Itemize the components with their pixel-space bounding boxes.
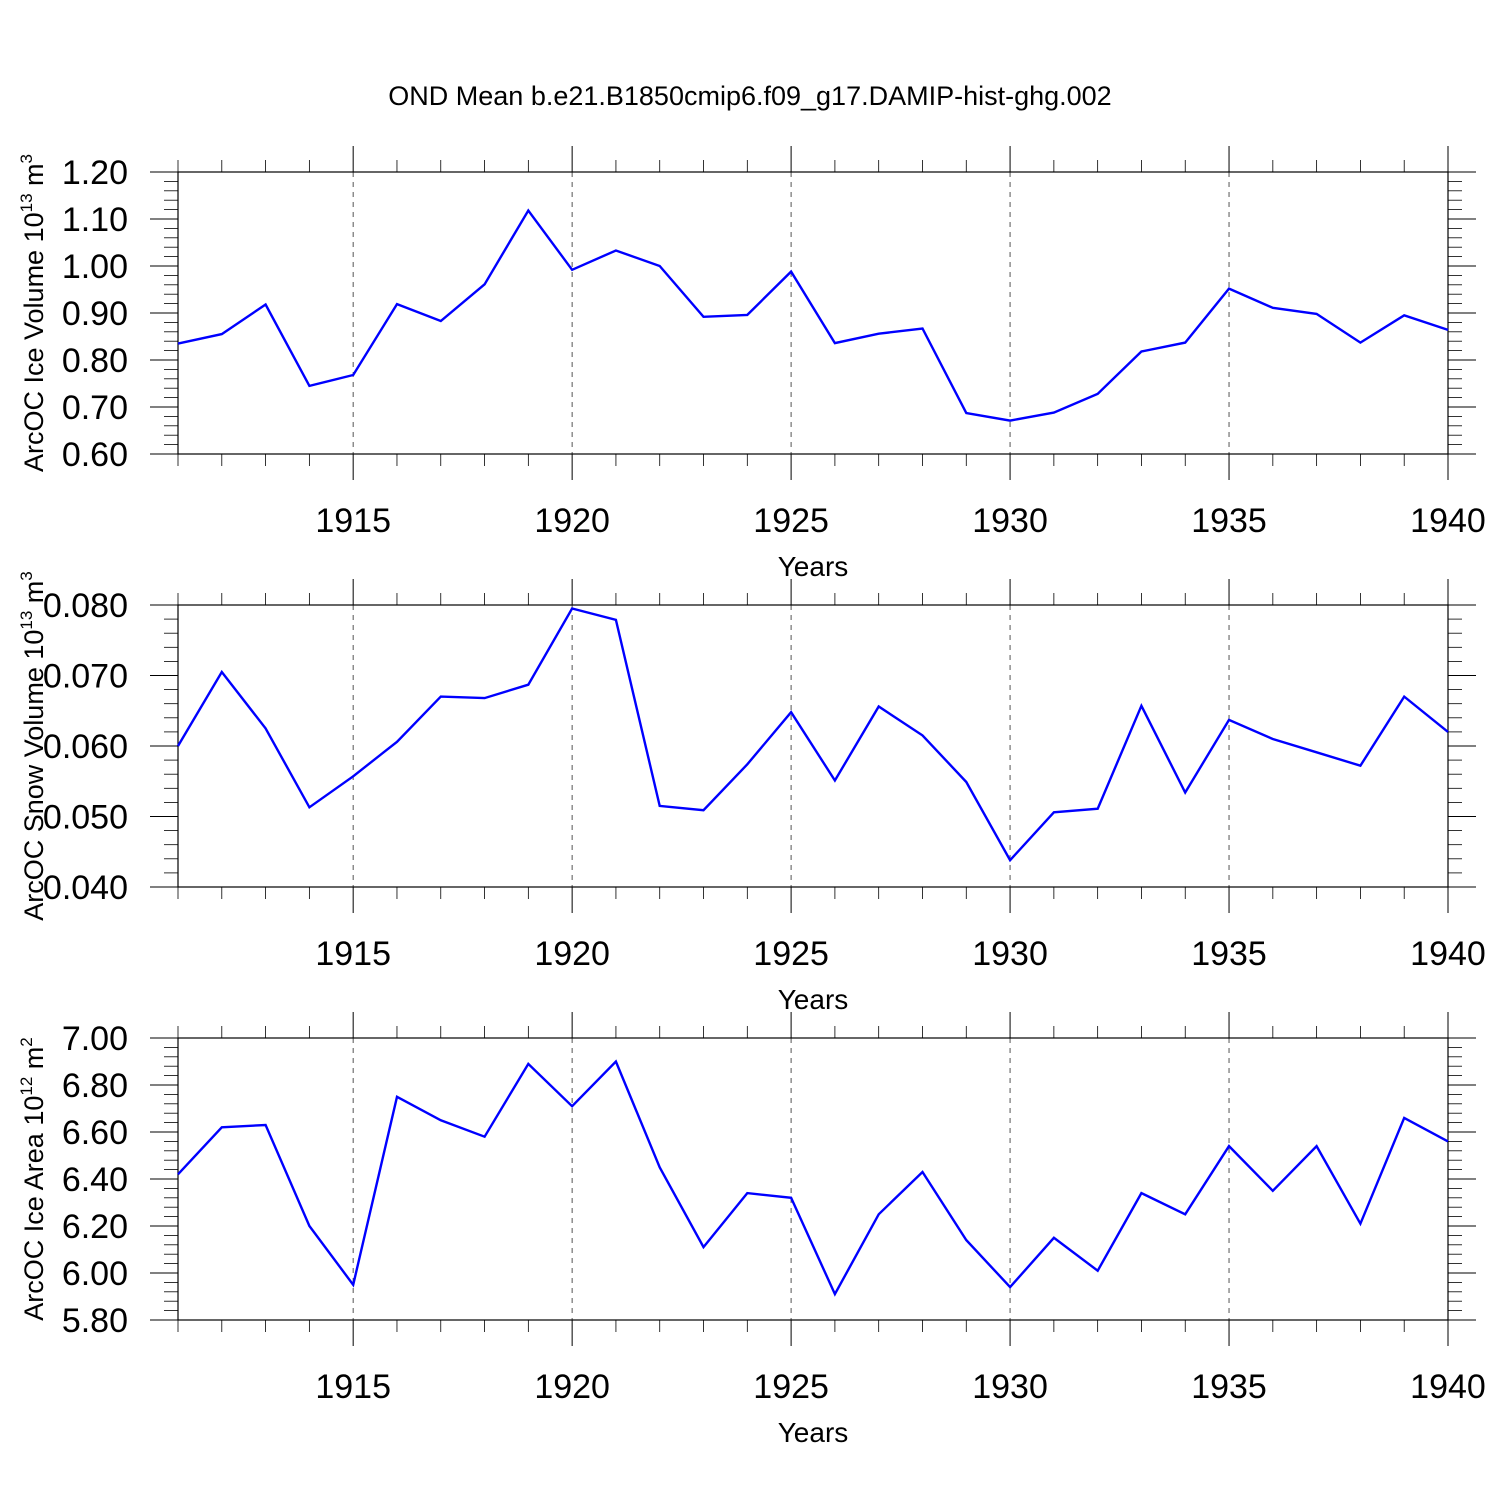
y-tick-label: 0.60 xyxy=(62,436,128,474)
panel-1: 1915 1920 1925 1930 1935 1940 0.60 0.70 0.80 0.90… xyxy=(17,146,1486,582)
panel-2: 1915 1920 1925 1930 1935 1940 0.040 0.050 0.060 0… xyxy=(17,571,1486,1015)
y-tick-label: 0.90 xyxy=(62,295,128,333)
y-tick-label: 0.070 xyxy=(43,658,128,696)
x-tick-label: 1930 xyxy=(972,1368,1048,1406)
x-tick-label: 1935 xyxy=(1191,1368,1267,1406)
plot-frame xyxy=(177,171,1449,455)
y-tick-label: 0.040 xyxy=(43,869,128,907)
x-axis-label: Years xyxy=(778,984,849,1015)
x-tick-label: 1925 xyxy=(753,935,829,973)
x-tick-label: 1925 xyxy=(753,502,829,540)
x-tick-label: 1920 xyxy=(534,935,610,973)
y-tick-label: 6.40 xyxy=(62,1161,128,1199)
y-axis-label: ArcOC Snow Volume 1013 m3 xyxy=(17,571,49,921)
y-tick-label: 6.20 xyxy=(62,1208,128,1246)
x-axis-label: Years xyxy=(778,1417,849,1448)
series-line xyxy=(176,607,1449,863)
y-tick-label: 1.20 xyxy=(62,154,128,192)
x-tick-label: 1940 xyxy=(1410,935,1486,973)
x-tick-label: 1915 xyxy=(315,1368,391,1406)
x-tick-label: 1930 xyxy=(972,935,1048,973)
x-tick-label: 1940 xyxy=(1410,502,1486,540)
panel-3: 1915 1920 1925 1930 1935 1940 5.80 6.00 6.20 6.40… xyxy=(17,1012,1486,1448)
y-tick-label: 6.00 xyxy=(62,1255,128,1293)
y-tick-label: 6.60 xyxy=(62,1114,128,1152)
chart-title: OND Mean b.e21.B1850cmip6.f09_g17.DAMIP-… xyxy=(388,81,1111,111)
plot-frame xyxy=(177,1037,1449,1321)
y-tick-label: 0.80 xyxy=(62,342,128,380)
y-tick-label: 6.80 xyxy=(62,1067,128,1105)
y-tick-label: 0.050 xyxy=(43,799,128,837)
y-axis-label: ArcOC Ice Volume 1013 m3 xyxy=(17,154,49,472)
x-axis-label: Years xyxy=(778,551,849,582)
y-tick-label: 0.70 xyxy=(62,389,128,427)
x-tick-label: 1940 xyxy=(1410,1368,1486,1406)
series-line xyxy=(177,208,1449,422)
x-tick-label: 1925 xyxy=(753,1368,829,1406)
y-tick-label: 0.080 xyxy=(43,587,128,625)
y-tick-label: 1.10 xyxy=(62,201,128,239)
y-tick-label: 5.80 xyxy=(62,1302,128,1340)
series-line xyxy=(177,1059,1449,1297)
y-tick-label: 1.00 xyxy=(62,248,128,286)
x-tick-label: 1935 xyxy=(1191,935,1267,973)
panels-group: 1915 1920 1925 1930 1935 1940 0.60 0.70 0.80 0.90… xyxy=(17,146,1486,1448)
y-tick-label: 7.00 xyxy=(62,1020,128,1058)
x-tick-label: 1920 xyxy=(534,1368,610,1406)
x-tick-label: 1930 xyxy=(972,502,1048,540)
x-tick-label: 1935 xyxy=(1191,502,1267,540)
x-tick-label: 1915 xyxy=(315,502,391,540)
y-axis-label: ArcOC Ice Area 1012 m2 xyxy=(17,1037,49,1321)
x-tick-label: 1920 xyxy=(534,502,610,540)
y-tick-label: 0.060 xyxy=(43,728,128,766)
x-tick-label: 1915 xyxy=(315,935,391,973)
